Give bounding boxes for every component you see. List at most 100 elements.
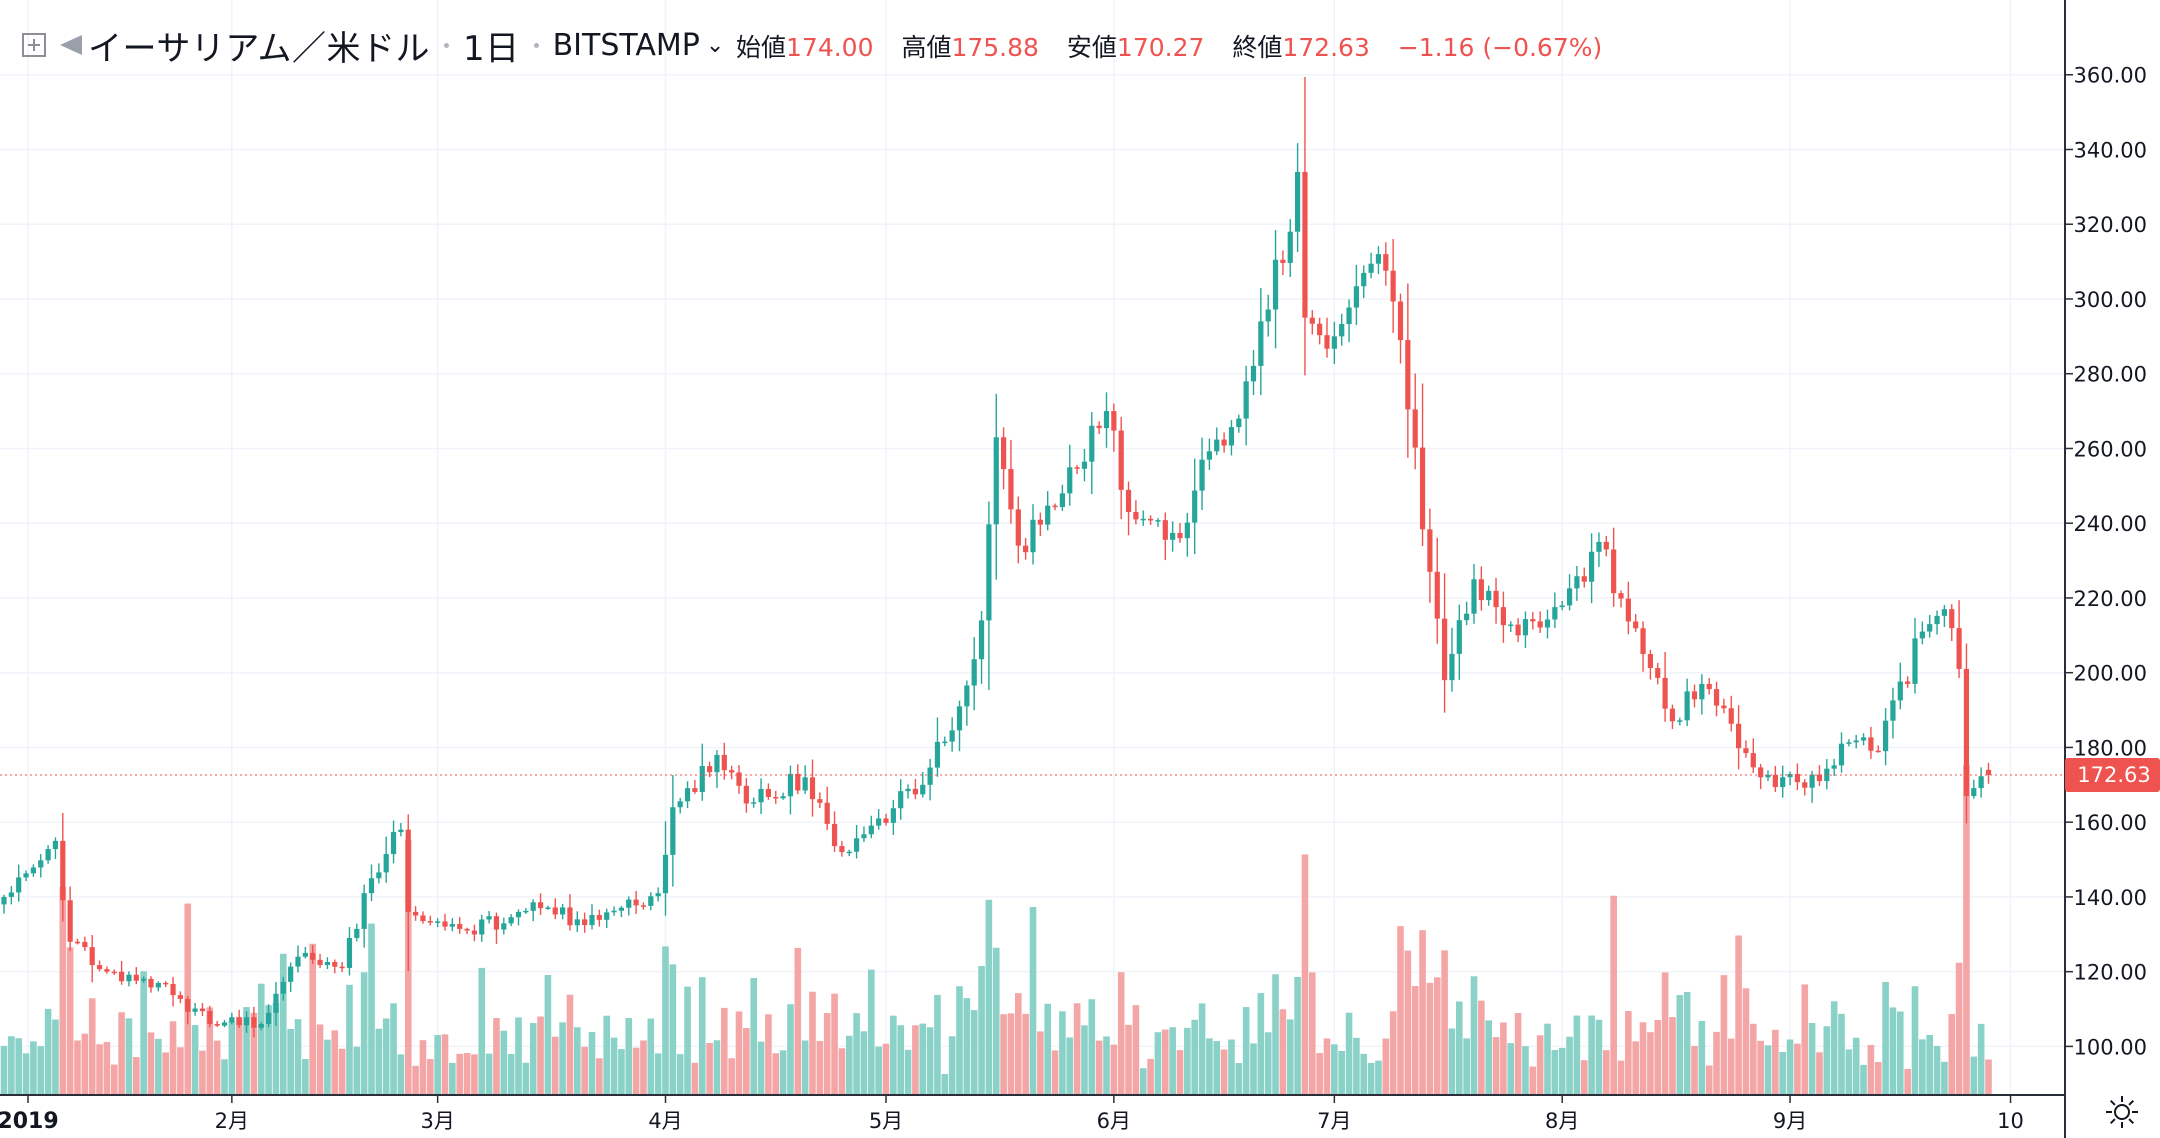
volume-bar (1095, 1040, 1103, 1095)
candle-body (552, 907, 558, 915)
candle-body (1537, 621, 1543, 628)
price-tick-label: 120.00 (2074, 961, 2147, 985)
candle-body (1713, 689, 1720, 706)
volume-bar (419, 1040, 427, 1095)
time-tick-label: 7月 (1317, 1109, 1351, 1133)
candle-body (1699, 683, 1705, 700)
candle-body (1074, 467, 1080, 469)
chevron-down-icon[interactable]: ⌄ (705, 32, 725, 58)
volume-bar (1551, 1050, 1559, 1095)
price-tick-label: 160.00 (2074, 811, 2147, 835)
candle-body (773, 796, 779, 799)
candle-body (1736, 723, 1742, 749)
candle-body (545, 907, 551, 909)
volume-bar (1816, 1052, 1823, 1095)
volume-bar (441, 1034, 449, 1095)
volume-bar (1977, 1023, 1985, 1095)
candle-body (30, 867, 36, 874)
volume-bar (37, 1046, 45, 1095)
volume-bar (1470, 976, 1478, 1095)
volume-bar (1213, 1041, 1221, 1095)
candle-body (1706, 683, 1712, 690)
volume-bar (280, 953, 287, 1095)
volume-bar (735, 1011, 743, 1095)
candle-body (1368, 263, 1374, 273)
price-tick-label: 200.00 (2074, 662, 2147, 686)
candle-body (155, 982, 161, 988)
volume-bar (1661, 972, 1669, 1095)
candle-body (1427, 529, 1433, 572)
candle-body (1236, 418, 1242, 428)
volume-bar (15, 1038, 22, 1095)
volume-bar (1228, 1039, 1235, 1095)
volume-bar (1941, 1061, 1948, 1095)
candle-body (1008, 469, 1014, 510)
volume-bar (331, 1030, 339, 1095)
candle-body (1272, 259, 1279, 310)
candle-body (1949, 609, 1955, 629)
candle-body (67, 900, 73, 942)
volume-bar (1411, 986, 1419, 1095)
volume-bar (1257, 993, 1265, 1095)
candle-body (1295, 171, 1301, 232)
volume-bar (875, 1046, 882, 1095)
price-tick-label: 180.00 (2074, 736, 2147, 760)
volume-bar (1360, 1053, 1368, 1095)
candle-body (633, 899, 639, 906)
settings-gear-icon[interactable] (2104, 1094, 2140, 1130)
volume-bar (559, 1022, 566, 1095)
candle-body (1941, 609, 1947, 616)
volume-bar (449, 1062, 456, 1095)
volume-bar (1713, 1031, 1720, 1095)
expand-icon[interactable] (22, 33, 46, 57)
interval-label[interactable]: 1日 (462, 28, 520, 69)
volume-bar (1426, 982, 1434, 1095)
volume-bar (434, 1035, 441, 1095)
candle-body (1067, 467, 1073, 494)
flag-icon[interactable] (60, 35, 82, 55)
change-value: −1.16 (−0.67%) (1397, 33, 1603, 62)
volume-bar (1529, 1066, 1537, 1095)
volume-bar (1647, 1032, 1654, 1095)
candle-body (721, 754, 727, 771)
candle-body (1809, 774, 1815, 788)
volume-bar (890, 1015, 897, 1095)
candle-body (1103, 411, 1110, 429)
candle-body (1030, 519, 1036, 553)
candle-body (302, 952, 308, 957)
candle-body (537, 902, 544, 909)
volume-bar (1772, 1029, 1779, 1095)
candle-body (1478, 579, 1484, 601)
candle-body (413, 911, 419, 916)
candle-body (493, 916, 500, 930)
candle-body (288, 966, 294, 982)
symbol-name[interactable]: イーサリアム／米ドル (88, 28, 430, 69)
candle-body (1669, 708, 1676, 722)
price-axis[interactable]: 360.00 340.00 320.00 300.00 280.00 260.00 240.… (2065, 64, 2147, 1060)
volume-bar (1933, 1046, 1941, 1095)
exchange-label[interactable]: BITSTAMP (552, 27, 700, 63)
time-axis[interactable]: 2019 2月 3月 4月 5月 6月 7月 8月 9月 10 (0, 1095, 2024, 1134)
volume-bar (713, 1040, 721, 1095)
volume-bar (1433, 977, 1441, 1095)
volume-bar (897, 1025, 904, 1095)
volume-bar (1184, 1027, 1191, 1095)
candle-body (185, 998, 191, 1012)
volume-bar (1705, 1065, 1713, 1095)
price-tick-label: 140.00 (2074, 886, 2147, 910)
candle-body (1177, 532, 1183, 539)
volume-bar (1867, 1044, 1875, 1095)
volume-bar (581, 1046, 588, 1095)
candle-body (589, 914, 595, 926)
volume-bar (721, 1007, 728, 1095)
volume-bar (1639, 1022, 1647, 1095)
volume-bar (22, 1053, 30, 1095)
volume-bar (823, 1013, 831, 1095)
candle-body (354, 928, 360, 938)
candle-body (956, 706, 963, 731)
time-tick-label: 8月 (1545, 1109, 1579, 1133)
candle-body (1677, 720, 1683, 722)
volume-bar (250, 1012, 258, 1095)
candle-body (1397, 301, 1404, 341)
